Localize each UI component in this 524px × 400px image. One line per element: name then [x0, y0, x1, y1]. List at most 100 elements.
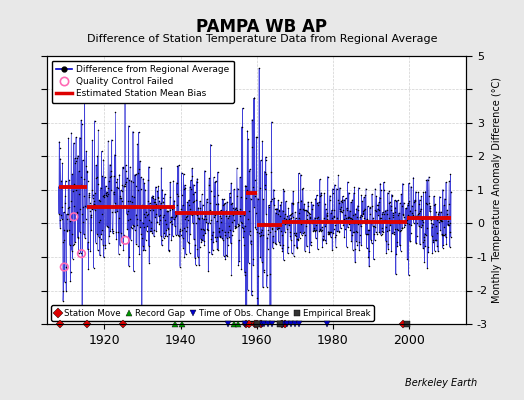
- Point: [239, 234, 247, 240]
- Point: [102, 183, 110, 189]
- Point: [88, 187, 96, 193]
- Point: [141, 237, 150, 243]
- Point: [101, 174, 109, 180]
- Point: [205, 182, 213, 188]
- Point: [314, 214, 322, 220]
- Point: [167, 217, 175, 224]
- Point: [409, 220, 418, 226]
- Point: [124, 198, 133, 204]
- Point: [329, 230, 337, 236]
- Point: [348, 247, 357, 253]
- Point: [284, 244, 292, 250]
- Point: [389, 214, 398, 220]
- Point: [102, 190, 110, 197]
- Point: [373, 230, 381, 237]
- Point: [90, 198, 99, 204]
- Point: [105, 233, 114, 239]
- Point: [278, 247, 287, 254]
- Point: [163, 226, 172, 232]
- Point: [277, 228, 285, 235]
- Point: [107, 186, 115, 193]
- Point: [396, 242, 404, 249]
- Point: [54, 184, 63, 190]
- Point: [260, 220, 268, 226]
- Point: [184, 211, 192, 217]
- Point: [281, 211, 289, 218]
- Point: [362, 219, 370, 226]
- Point: [114, 184, 122, 191]
- Point: [430, 193, 438, 199]
- Point: [370, 231, 378, 238]
- Point: [367, 219, 376, 225]
- Point: [261, 154, 270, 160]
- Point: [171, 211, 180, 218]
- Point: [351, 259, 359, 266]
- Point: [375, 228, 384, 235]
- Point: [234, 223, 243, 230]
- Point: [414, 211, 422, 217]
- Point: [418, 222, 427, 228]
- Point: [117, 198, 126, 205]
- Point: [174, 162, 183, 169]
- Point: [93, 153, 102, 160]
- Point: [92, 239, 100, 246]
- Point: [396, 228, 405, 234]
- Point: [223, 235, 231, 241]
- Point: [190, 198, 199, 204]
- Point: [385, 227, 394, 234]
- Point: [237, 124, 246, 130]
- Point: [287, 211, 296, 218]
- Point: [256, 233, 264, 240]
- Point: [429, 239, 438, 245]
- Point: [167, 214, 176, 220]
- Point: [407, 183, 415, 190]
- Point: [154, 194, 162, 201]
- Point: [221, 200, 229, 207]
- Point: [228, 200, 236, 206]
- Point: [347, 238, 355, 244]
- Point: [145, 259, 154, 266]
- Point: [70, 140, 78, 146]
- Point: [441, 196, 449, 202]
- Point: [443, 211, 452, 218]
- Point: [267, 328, 275, 335]
- Point: [225, 223, 234, 229]
- Point: [252, 134, 260, 140]
- Point: [355, 247, 364, 253]
- Point: [76, 206, 84, 212]
- Point: [392, 225, 401, 232]
- Point: [59, 288, 68, 294]
- Point: [154, 194, 162, 201]
- Point: [331, 233, 340, 240]
- Point: [92, 175, 101, 182]
- Point: [55, 138, 63, 145]
- Point: [412, 213, 421, 220]
- Point: [397, 226, 405, 233]
- Point: [135, 129, 143, 136]
- Point: [226, 240, 235, 246]
- Point: [432, 223, 440, 229]
- Point: [293, 236, 301, 242]
- Point: [215, 228, 224, 234]
- Point: [356, 214, 364, 220]
- Point: [211, 212, 219, 218]
- Point: [316, 227, 325, 233]
- Point: [104, 184, 113, 191]
- Point: [67, 268, 75, 275]
- Point: [56, 224, 64, 231]
- Point: [233, 221, 242, 228]
- Point: [414, 189, 422, 195]
- Point: [86, 214, 95, 221]
- Point: [118, 182, 127, 188]
- Point: [121, 183, 129, 189]
- Point: [331, 222, 340, 228]
- Point: [220, 196, 228, 202]
- Point: [169, 233, 177, 239]
- Point: [192, 197, 200, 203]
- Point: [442, 234, 450, 240]
- Point: [209, 247, 217, 253]
- Point: [203, 226, 212, 232]
- Point: [160, 212, 168, 218]
- Point: [394, 227, 402, 234]
- Point: [180, 254, 189, 260]
